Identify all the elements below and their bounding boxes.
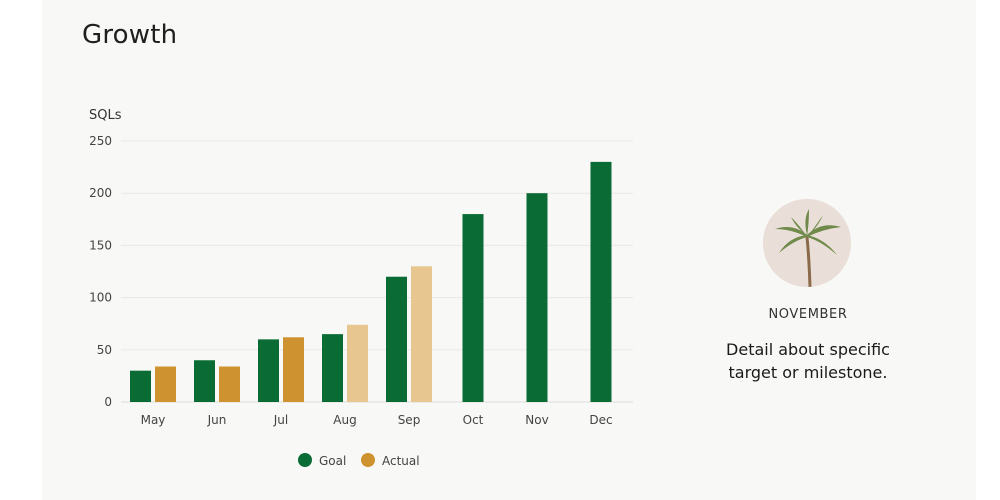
- legend-label-actual: Actual: [382, 454, 420, 468]
- bar-goal-may: [130, 370, 151, 402]
- x-tick-label: May: [141, 413, 166, 427]
- bar-actual-aug: [347, 324, 368, 402]
- x-tick-label: Sep: [398, 413, 421, 427]
- y-axis-label: SQLs: [89, 108, 122, 123]
- milestone-month: NOVEMBER: [768, 307, 848, 322]
- bar-goal-aug: [322, 334, 343, 402]
- y-tick-label: 150: [89, 238, 112, 252]
- y-tick-label: 0: [104, 395, 112, 409]
- x-tick-label: Oct: [463, 413, 484, 427]
- page-title: Growth: [82, 20, 178, 50]
- legend-swatch-goal: [298, 453, 312, 467]
- bar-goal-jul: [258, 339, 279, 402]
- x-tick-label: Aug: [333, 413, 356, 427]
- palm-tree-icon: [763, 199, 851, 287]
- milestone-detail: Detail about specific target or mileston…: [726, 340, 890, 382]
- bar-goal-nov: [526, 193, 548, 402]
- bar-goal-oct: [462, 214, 484, 402]
- x-tick-label: Jul: [273, 413, 288, 427]
- bar-goal-sep: [386, 276, 407, 402]
- y-tick-label: 200: [89, 186, 112, 200]
- bar-actual-jul: [283, 337, 304, 402]
- legend-label-goal: Goal: [319, 454, 346, 468]
- bar-actual-may: [155, 366, 176, 402]
- bar-actual-jun: [219, 366, 240, 402]
- x-tick-label: Jun: [207, 413, 227, 427]
- legend-swatch-actual: [361, 453, 375, 467]
- bar-goal-jun: [194, 360, 215, 402]
- x-tick-label: Nov: [525, 413, 548, 427]
- y-tick-label: 50: [97, 343, 112, 357]
- bar-goal-dec: [590, 161, 612, 402]
- x-tick-label: Dec: [589, 413, 612, 427]
- y-tick-label: 100: [89, 291, 112, 305]
- bar-actual-sep: [411, 266, 432, 402]
- y-tick-label: 250: [89, 134, 112, 148]
